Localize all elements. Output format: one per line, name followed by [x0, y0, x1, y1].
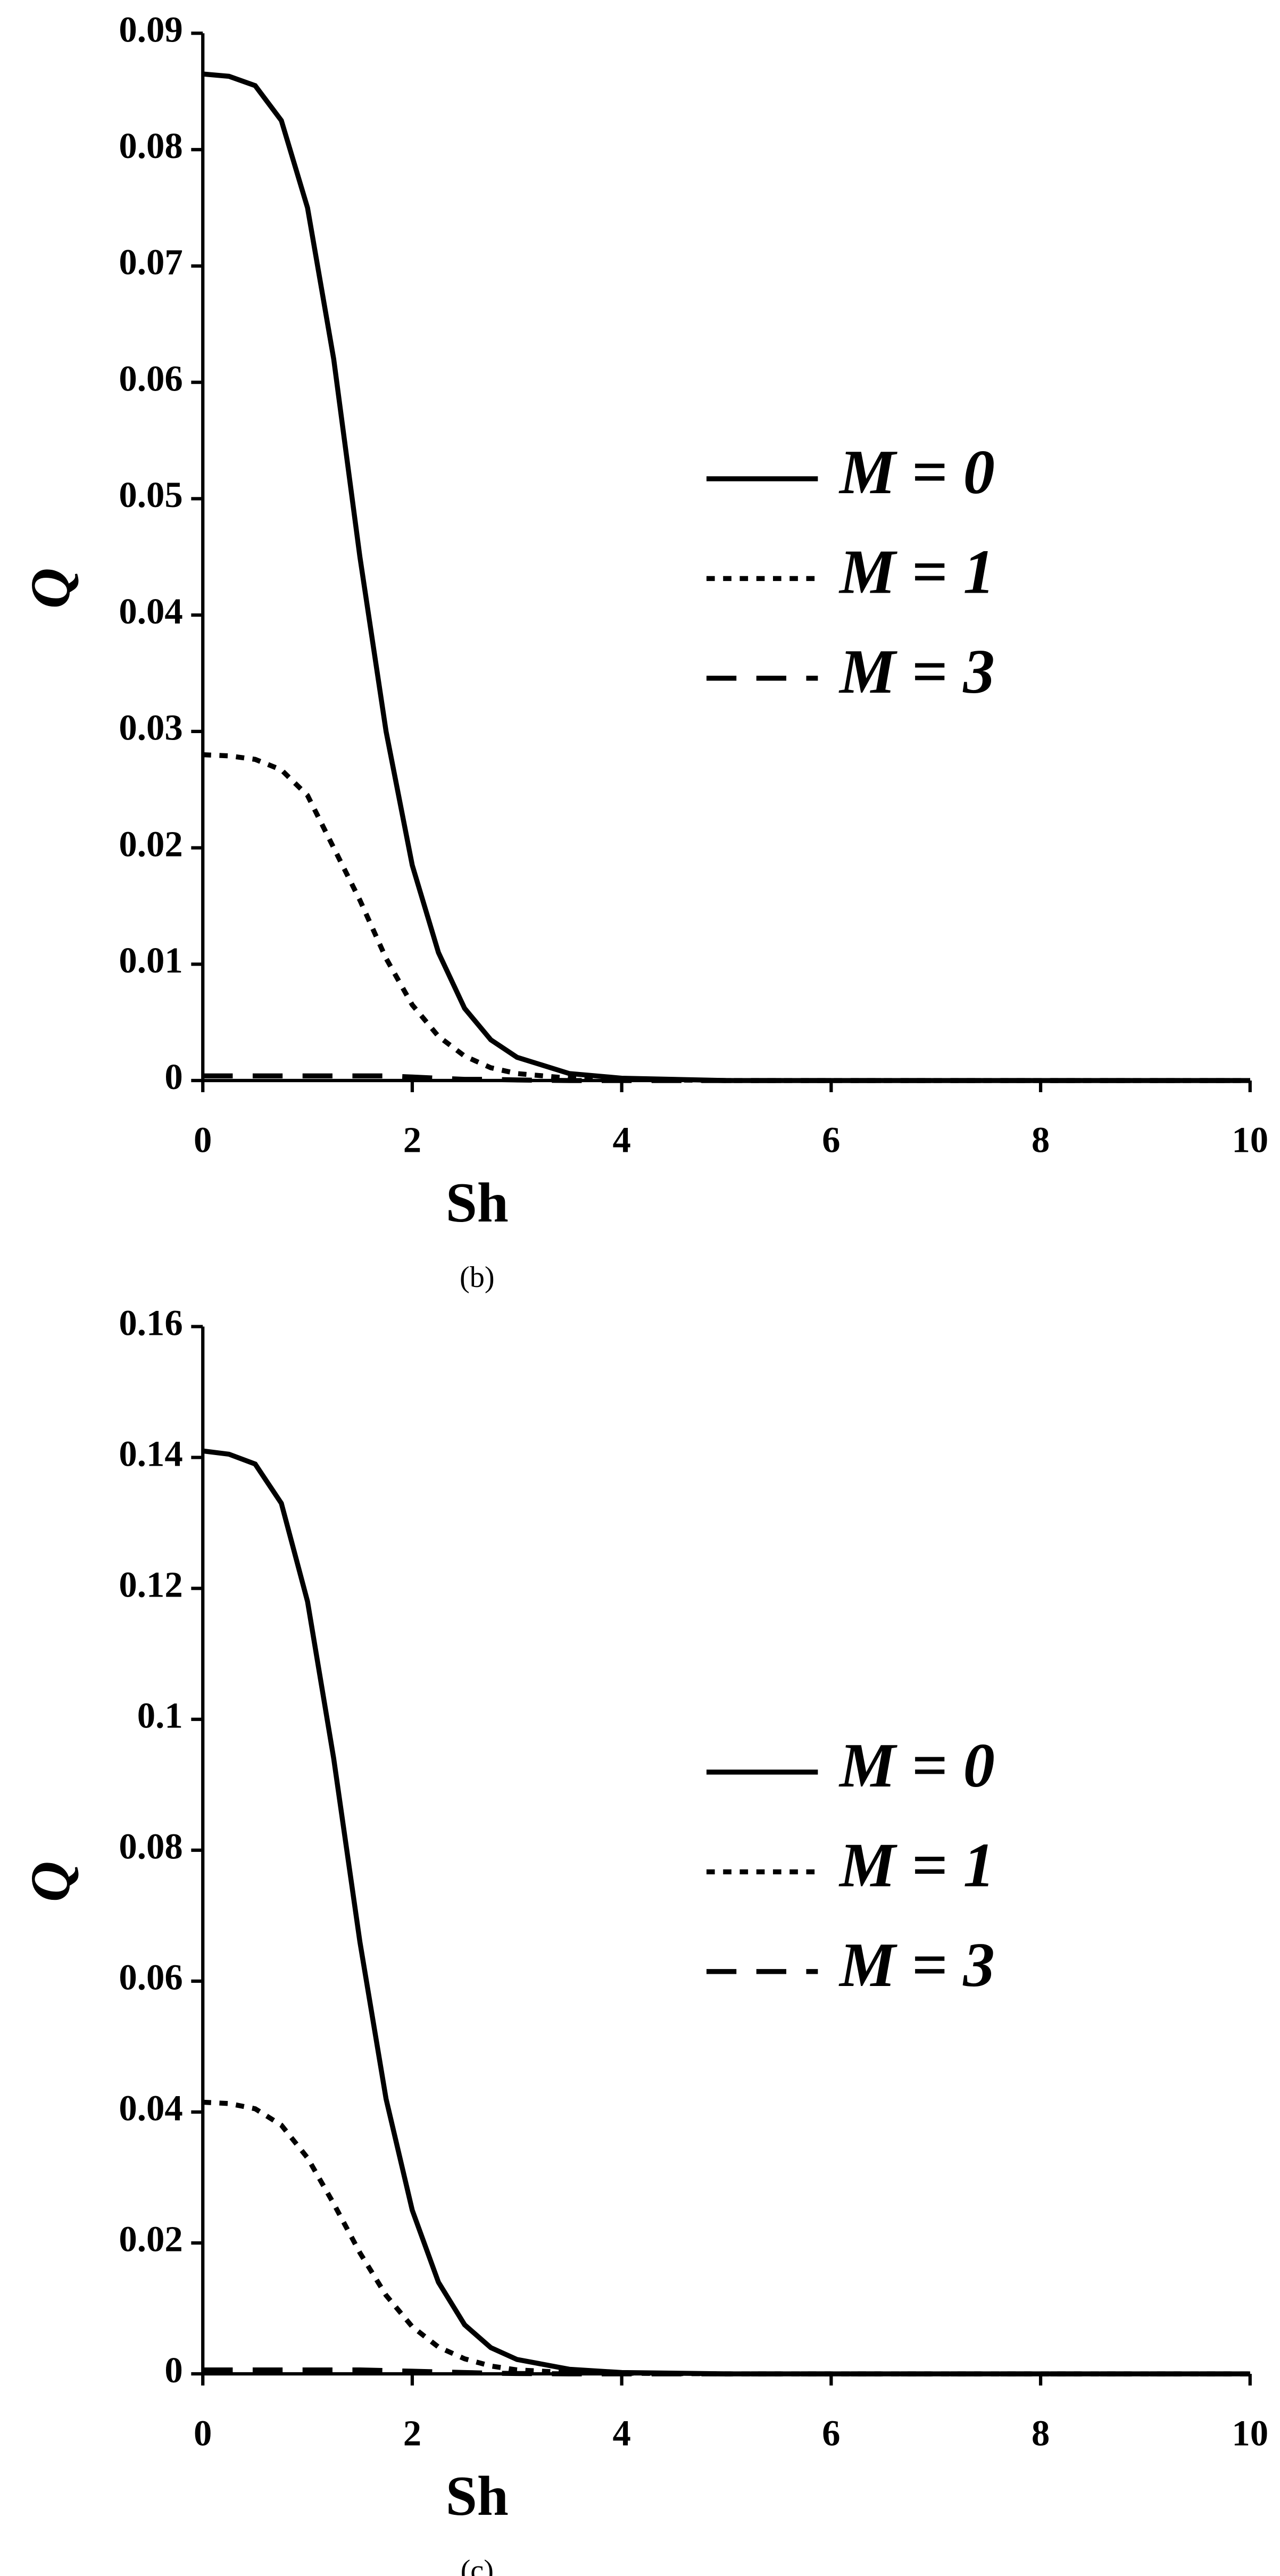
legend-label: M = 3: [838, 1930, 995, 2000]
y-tick-label: 0.07: [119, 242, 182, 282]
x-axis-label: Sh: [446, 1171, 509, 1234]
y-tick-label: 0.06: [119, 1957, 182, 1998]
x-tick-label: 10: [1232, 2413, 1268, 2454]
x-tick-label: 2: [403, 1120, 421, 1160]
y-tick-label: 0.03: [119, 708, 182, 748]
y-tick-label: 0.04: [119, 2088, 182, 2129]
x-tick-label: 4: [612, 2413, 630, 2454]
legend-label: M = 1: [838, 1830, 995, 1900]
y-axis-label: Q: [19, 1861, 82, 1902]
series-line: [202, 1448, 1250, 2376]
series-line: [203, 2367, 1250, 2376]
x-tick-label: 10: [1232, 1120, 1268, 1160]
x-axis-label: Sh: [446, 2464, 509, 2527]
y-tick-label: 0: [164, 2350, 182, 2390]
y-tick-label: 0.1: [137, 1695, 183, 1735]
y-tick-label: 0.04: [119, 591, 182, 631]
y-tick-label: 0: [164, 1057, 182, 1097]
y-tick-label: 0.02: [119, 824, 182, 864]
y-tick-label: 0.01: [119, 940, 182, 980]
legend-label: M = 0: [838, 437, 995, 507]
y-tick-label: 0.08: [119, 1826, 182, 1867]
y-tick-label: 0.16: [119, 1302, 182, 1343]
caption: (c): [461, 2554, 494, 2576]
caption: (b): [460, 1261, 495, 1294]
legend-label: M = 1: [838, 537, 995, 607]
y-tick-label: 0.08: [119, 126, 182, 166]
x-tick-label: 6: [822, 1120, 840, 1160]
x-tick-label: 6: [822, 2413, 840, 2454]
x-tick-label: 0: [194, 1120, 212, 1160]
x-tick-label: 8: [1032, 1120, 1050, 1160]
y-tick-label: 0.02: [119, 2219, 182, 2259]
series-line: [203, 1073, 1250, 1083]
y-tick-label: 0.06: [119, 358, 182, 398]
x-tick-label: 2: [403, 2413, 421, 2454]
y-tick-label: 0.14: [119, 1433, 182, 1474]
legend-label: M = 0: [838, 1730, 995, 1800]
legend-label: M = 3: [838, 636, 995, 707]
y-axis-label: Q: [19, 568, 82, 609]
y-tick-label: 0.09: [119, 9, 182, 49]
series-line: [203, 752, 1250, 1083]
x-tick-label: 0: [194, 2413, 212, 2454]
x-tick-label: 4: [612, 1120, 630, 1160]
series-line: [202, 2099, 1250, 2376]
y-tick-label: 0.05: [119, 475, 182, 515]
y-tick-label: 0.12: [119, 1564, 182, 1605]
x-tick-label: 8: [1032, 2413, 1050, 2454]
